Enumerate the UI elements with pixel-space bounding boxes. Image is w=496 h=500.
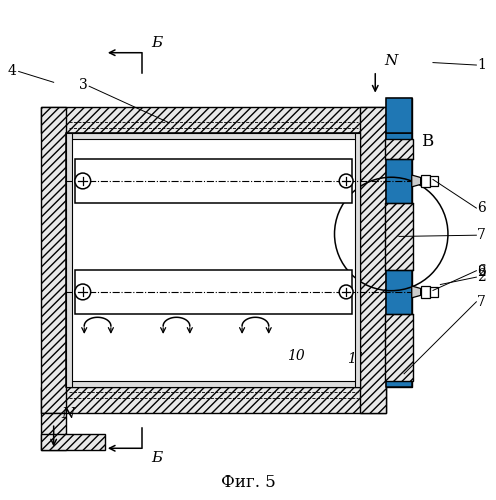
Bar	[355, 132, 361, 387]
Text: N: N	[61, 407, 74, 421]
Text: 2: 2	[477, 270, 486, 284]
Bar	[385, 138, 413, 159]
Circle shape	[75, 173, 91, 189]
Text: 3: 3	[79, 78, 88, 92]
Bar	[66, 132, 361, 387]
Bar	[66, 132, 72, 387]
Text: Фиг. 5: Фиг. 5	[221, 474, 275, 492]
Bar	[386, 132, 412, 387]
Text: Б: Б	[151, 450, 162, 464]
Polygon shape	[412, 286, 421, 298]
Bar	[386, 98, 412, 132]
Text: 10: 10	[287, 349, 305, 363]
Bar	[41, 434, 105, 450]
Bar	[385, 202, 413, 270]
Bar	[386, 132, 412, 387]
Bar	[41, 107, 66, 413]
Text: 1: 1	[477, 58, 486, 72]
Polygon shape	[412, 175, 421, 187]
Text: Б: Б	[151, 36, 162, 50]
Bar	[431, 176, 438, 186]
Circle shape	[339, 285, 353, 299]
Bar	[421, 286, 431, 298]
Circle shape	[75, 284, 91, 300]
Text: 7: 7	[477, 295, 486, 309]
Bar	[361, 107, 386, 413]
Bar	[41, 387, 386, 413]
Text: 6: 6	[477, 264, 486, 278]
Bar	[41, 413, 66, 450]
Bar	[431, 287, 438, 297]
Circle shape	[339, 174, 353, 188]
Text: 11: 11	[347, 352, 365, 366]
Text: 7: 7	[477, 228, 486, 242]
Bar	[75, 270, 352, 314]
Bar	[385, 314, 413, 381]
Bar	[66, 381, 361, 387]
Text: В: В	[421, 133, 433, 150]
Text: 2: 2	[477, 265, 486, 279]
Text: 6: 6	[477, 201, 486, 215]
Bar	[41, 107, 386, 132]
Bar	[421, 174, 431, 188]
Bar	[66, 132, 361, 138]
Text: N: N	[384, 54, 397, 68]
Bar	[75, 159, 352, 202]
Bar	[386, 98, 412, 132]
Text: 4: 4	[7, 64, 16, 78]
